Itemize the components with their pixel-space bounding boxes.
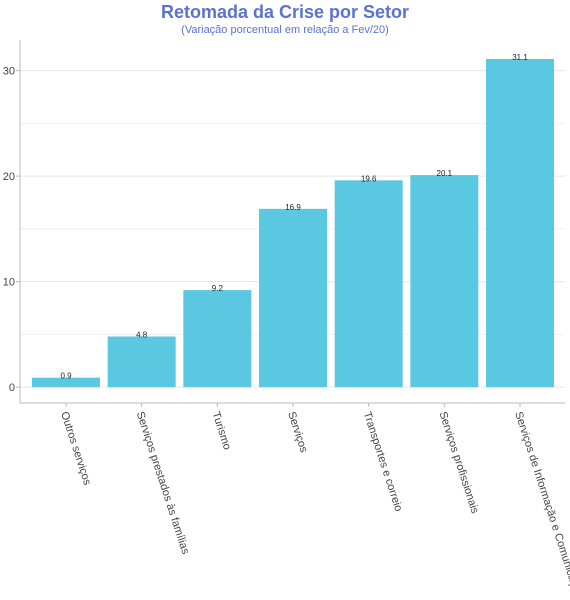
data-label: 0.9 (60, 372, 72, 381)
data-label: 31.1 (512, 53, 528, 62)
y-axis-ticks: 0 10 20 30 (3, 66, 20, 394)
chart-title: Retomada da Crise por Setor (160, 2, 410, 22)
bar (486, 58, 555, 388)
data-labels: 0.9 4.8 9.2 16.9 19.6 20.1 31.1 (60, 53, 528, 381)
x-tick-label: Serviços prestados às famílias (134, 410, 192, 556)
bar (183, 290, 252, 388)
bar (107, 336, 176, 388)
y-tick-label: 0 (9, 382, 15, 394)
chart-subtitle: (Variação porcentual em relação a Fev/20… (181, 24, 389, 36)
x-tick-label: Serviços de Informação e Comunicação (512, 410, 570, 599)
y-tick-label: 10 (3, 277, 15, 289)
data-label: 9.2 (212, 284, 224, 293)
data-label: 20.1 (437, 169, 453, 178)
x-tick-label: Serviços profissionais (436, 410, 480, 515)
bar (259, 208, 328, 388)
bar (32, 377, 100, 388)
y-tick-label: 20 (3, 171, 15, 183)
bars (32, 58, 555, 388)
data-label: 19.6 (361, 174, 377, 183)
bar (410, 175, 479, 388)
x-tick-label: Outros serviços (58, 410, 93, 487)
y-tick-label: 30 (3, 66, 15, 78)
data-label: 4.8 (136, 331, 148, 340)
data-label: 16.9 (285, 203, 301, 212)
x-tick-label: Serviços (285, 410, 310, 454)
bar (334, 180, 403, 388)
x-axis-labels: Outros serviços Serviços prestados às fam… (58, 403, 570, 599)
x-tick-label: Transportes e correio (361, 410, 405, 513)
x-tick-label: Turismo (209, 410, 233, 451)
